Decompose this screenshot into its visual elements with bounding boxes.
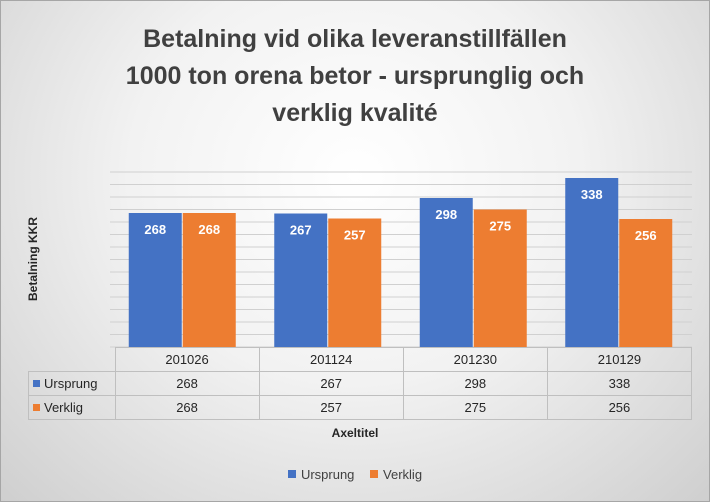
legend-swatch-ursprung xyxy=(287,470,296,478)
series-name-verklig: Verklig xyxy=(44,400,84,415)
legend-item-verklig[interactable]: Verklig xyxy=(370,467,422,482)
legend-item-ursprung[interactable]: Ursprung xyxy=(287,467,355,482)
chart-title-line-1: Betalning vid olika leveranstillfällen xyxy=(143,25,567,53)
legend-swatch-verklig xyxy=(370,470,379,478)
legend-label-ursprung: Ursprung xyxy=(300,467,355,482)
data-table-corner xyxy=(28,347,116,372)
series-key-verklig: Verklig xyxy=(28,395,116,420)
data-table-header-row: 201026 201124 201230 210129 xyxy=(28,347,693,372)
bar-ursprung-210129 xyxy=(565,178,619,347)
table-cell: 268 xyxy=(114,371,260,396)
table-cell: 338 xyxy=(546,371,693,396)
bar-verklig-210129 xyxy=(619,219,673,347)
series-swatch-verklig xyxy=(33,404,40,411)
bar-verklig-201124 xyxy=(328,218,382,347)
table-cell: 256 xyxy=(546,395,693,420)
data-label: 268 xyxy=(198,222,220,237)
data-table: 201026 201124 201230 210129 Ursprung 268… xyxy=(28,347,693,420)
bar-verklig-201026 xyxy=(182,213,236,347)
bar-verklig-201230 xyxy=(473,209,527,347)
category-label: 201124 xyxy=(258,347,404,372)
series-swatch-ursprung xyxy=(33,380,40,387)
series-name-ursprung: Ursprung xyxy=(44,376,98,391)
table-cell: 298 xyxy=(402,371,548,396)
bar-ursprung-201230 xyxy=(419,198,473,347)
chart-title: Betalning vid olika leveranstillfällen 1… xyxy=(1,21,709,132)
x-axis-title: Axeltitel xyxy=(331,426,379,440)
data-table-row-verklig: Verklig 268 257 275 256 xyxy=(28,395,693,420)
category-label: 201026 xyxy=(114,347,260,372)
bar-ursprung-201026 xyxy=(128,213,182,347)
data-label: 256 xyxy=(635,228,657,243)
data-table-row-ursprung: Ursprung 268 267 298 338 xyxy=(28,371,693,396)
legend: Ursprung Verklig xyxy=(1,467,709,482)
series-key-ursprung: Ursprung xyxy=(28,371,116,396)
category-label: 210129 xyxy=(546,347,693,372)
table-cell: 267 xyxy=(258,371,404,396)
table-cell: 257 xyxy=(258,395,404,420)
table-cell: 275 xyxy=(402,395,548,420)
data-label: 257 xyxy=(344,228,366,243)
data-label: 338 xyxy=(581,187,603,202)
category-label: 201230 xyxy=(402,347,548,372)
data-label: 267 xyxy=(290,223,312,238)
table-cell: 268 xyxy=(114,395,260,420)
legend-label-verklig: Verklig xyxy=(383,467,423,482)
chart-title-line-2: 1000 ton orena betor - ursprunglig och xyxy=(125,62,585,90)
data-label: 268 xyxy=(144,222,166,237)
data-label: 275 xyxy=(489,219,511,234)
data-label: 298 xyxy=(435,207,457,222)
chart-title-line-3: verklig kvalité xyxy=(272,99,438,127)
bar-ursprung-201124 xyxy=(274,213,328,347)
